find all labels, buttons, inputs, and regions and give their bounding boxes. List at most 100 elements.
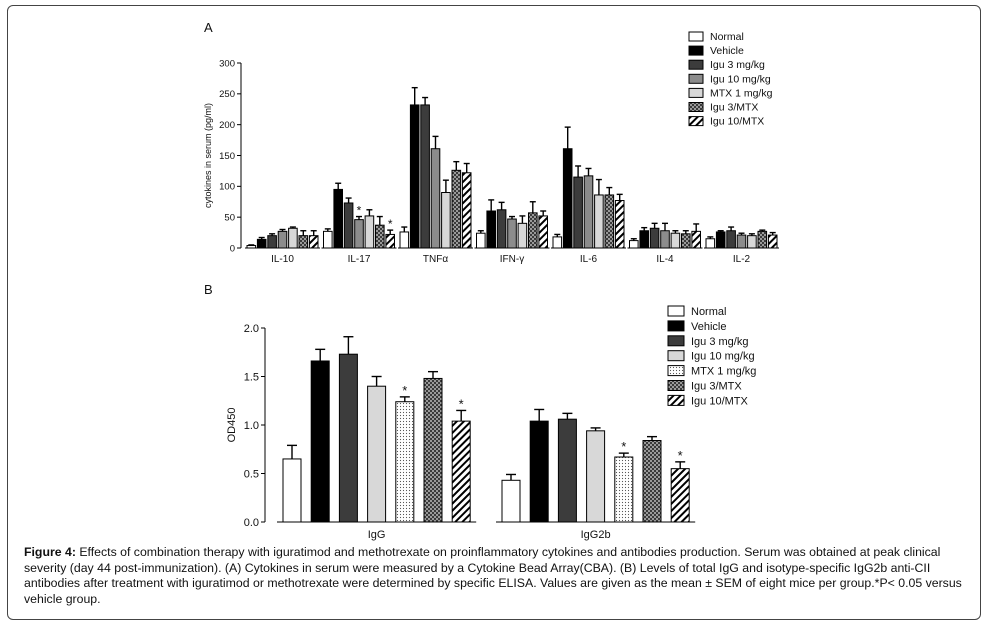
bar-normal: [552, 236, 563, 249]
bar-igu-3-mtx: [423, 377, 443, 523]
legend-swatch-igu-3-mg-kg: [667, 335, 685, 347]
significance-marker: *: [388, 217, 393, 231]
bar-igu-3-mg-kg: [338, 353, 358, 523]
bar-igu-3-mg-kg: [267, 235, 277, 249]
legend-label-mtx-1-mg-kg: MTX 1 mg/kg: [691, 366, 756, 378]
bar-igu-10-mg-kg: [430, 148, 441, 249]
y-tick-label: 300: [219, 58, 235, 69]
legend-swatch-vehicle: [667, 320, 685, 332]
bar-igu-10-mg-kg: [354, 219, 364, 249]
legend-label-igu-3-mg-kg: Igu 3 mg/kg: [710, 59, 765, 71]
bar-igu-10-mtx: [670, 468, 690, 523]
legend-swatch-normal: [688, 31, 704, 42]
bar-igu-10-mg-kg: [586, 430, 606, 523]
legend-swatch-vehicle: [688, 45, 704, 56]
bar-igu-3-mg-kg: [726, 230, 736, 249]
bar-igu-10-mtx: [385, 233, 395, 249]
bar-igu-10-mg-kg: [583, 175, 594, 249]
legend-swatch-igu-3-mtx: [667, 380, 685, 391]
legend-label-igu-10-mg-kg: Igu 10 mg/kg: [710, 73, 771, 85]
y-tick-label: 0.0: [244, 517, 259, 529]
figure-caption: Figure 4: Effects of combination therapy…: [24, 545, 970, 607]
bar-vehicle: [310, 360, 330, 523]
bar-igu-10-mg-kg: [367, 385, 387, 523]
figure-charts: A B 0 50 100 150 200 250 300 cytokines in serum…: [203, 20, 779, 541]
bar-vehicle: [486, 210, 496, 249]
bar-vehicle: [715, 231, 726, 249]
bar-igu-3-mtx: [642, 440, 662, 523]
legend-swatch-igu-10-mg-kg: [667, 350, 685, 362]
bar-igu-10-mg-kg: [660, 230, 670, 249]
legend-label-igu-3-mtx: Igu 3/MTX: [710, 102, 758, 114]
bar-igu-10-mg-kg: [507, 218, 517, 249]
bar-igu-3-mtx: [681, 233, 691, 249]
x-category-label: IgG2b: [581, 529, 611, 541]
legend-label-normal: Normal: [710, 31, 744, 43]
bar-igu-3-mtx: [298, 235, 309, 249]
legend-label-vehicle: Vehicle: [691, 321, 726, 333]
bar-mtx-1-mg-kg: [594, 194, 604, 249]
caption-text: Effects of combination therapy with igur…: [24, 545, 962, 606]
bar-igu-3-mg-kg: [649, 227, 660, 249]
legend-swatch-igu-10-mtx: [688, 116, 704, 127]
bar-mtx-1-mg-kg: [747, 235, 757, 249]
bar-igu-10-mtx: [308, 235, 319, 249]
y-tick-label: 200: [219, 120, 235, 131]
bar-igu-3-mg-kg: [573, 176, 583, 249]
y-tick-label: 0.5: [244, 468, 259, 480]
bar-igu-3-mg-kg: [496, 209, 507, 249]
legend-swatch-mtx-1-mg-kg: [688, 87, 704, 98]
legend-label-mtx-1-mg-kg: MTX 1 mg/kg: [710, 87, 773, 99]
bar-igu-3-mtx: [375, 224, 385, 249]
bar-igu-10-mtx: [461, 172, 472, 249]
figure-frame: [7, 5, 981, 620]
x-category-label: IL-17: [348, 254, 371, 265]
bar-igu-10-mtx: [451, 420, 471, 523]
bar-igu-3-mtx: [451, 169, 462, 249]
significance-marker: *: [459, 396, 464, 411]
legend-label-normal: Normal: [691, 306, 726, 318]
bar-mtx-1-mg-kg: [517, 222, 528, 249]
legend-label-igu-10-mg-kg: Igu 10 mg/kg: [691, 351, 755, 363]
significance-marker: *: [402, 383, 407, 398]
bar-igu-10-mtx: [614, 200, 625, 249]
significance-marker: *: [357, 204, 362, 218]
y-tick-label: 2.0: [244, 323, 259, 335]
significance-marker: *: [678, 448, 683, 463]
bar-mtx-1-mg-kg: [670, 232, 681, 249]
legend-swatch-igu-3-mg-kg: [688, 59, 704, 70]
x-category-label: IL-4: [656, 254, 674, 265]
y-axis-label: cytokines in serum (pg/ml): [203, 103, 213, 208]
legend-label-igu-10-mtx: Igu 10/MTX: [710, 116, 764, 128]
y-tick-label: 50: [224, 212, 235, 223]
bar-vehicle: [529, 420, 549, 523]
y-tick-label: 0: [230, 243, 235, 254]
caption-label: Figure 4:: [24, 545, 76, 559]
bar-igu-3-mtx: [757, 230, 768, 249]
chart-a: 0 50 100 150 200 250 300 cytokines in serum (pg…: [203, 31, 779, 265]
y-axis-label: OD450: [226, 408, 238, 443]
y-tick-label: 1.0: [244, 420, 259, 432]
bar-vehicle: [639, 230, 650, 249]
y-tick-label: 1.5: [244, 371, 259, 383]
bar-normal: [476, 232, 486, 249]
chart-b: 0.0 0.5 1.0 1.5 2.0 OD450 IgG * * IgG2b * * Normal Ve…: [226, 305, 756, 541]
x-category-label: IgG: [368, 529, 386, 541]
bar-igu-10-mtx: [691, 230, 702, 249]
x-category-label: IL-10: [271, 254, 294, 265]
bar-normal: [246, 245, 257, 249]
bar-normal: [705, 238, 716, 249]
bar-normal: [282, 458, 302, 523]
bar-mtx-1-mg-kg: [441, 192, 451, 249]
panel-a-label: A: [204, 20, 213, 35]
bar-mtx-1-mg-kg: [364, 215, 375, 249]
y-tick-label: 250: [219, 89, 235, 100]
bar-mtx-1-mg-kg: [288, 227, 298, 249]
bar-igu-3-mtx: [604, 194, 615, 249]
y-tick-label: 150: [219, 151, 235, 162]
bar-igu-3-mg-kg: [420, 104, 430, 249]
x-category-label: IFN-γ: [500, 254, 524, 265]
legend-label-igu-3-mtx: Igu 3/MTX: [691, 381, 742, 393]
bar-igu-10-mtx: [767, 234, 778, 249]
bar-igu-10-mg-kg: [277, 230, 288, 249]
